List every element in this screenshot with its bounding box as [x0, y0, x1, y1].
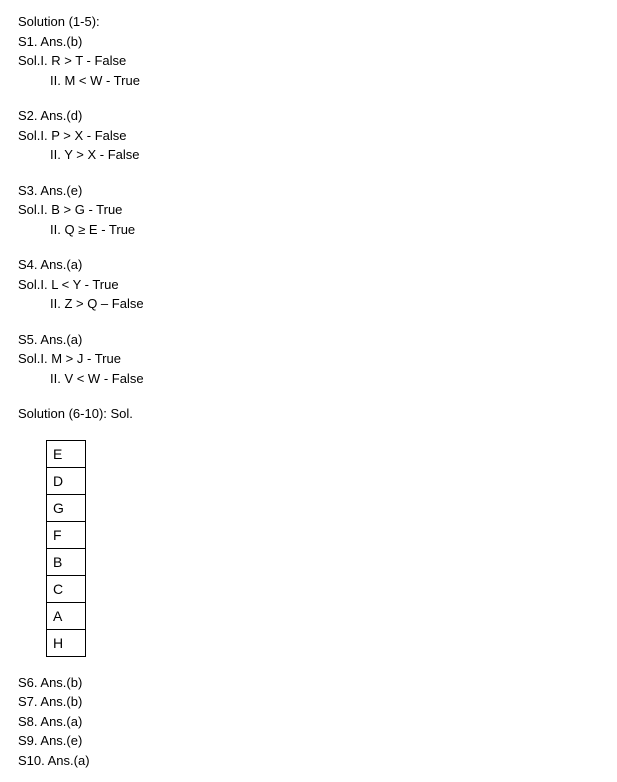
s2-sol-i: Sol.I. P > X - False — [18, 126, 599, 146]
s9-answer: S9. Ans.(e) — [18, 731, 599, 751]
letter-table: E D G F B C A H — [46, 440, 86, 657]
letter-cell: E — [47, 440, 86, 467]
s1-sol-ii: II. M < W - True — [18, 71, 599, 91]
letter-cell: H — [47, 629, 86, 656]
letter-cell: A — [47, 602, 86, 629]
solution-header-2: Solution (6-10): Sol. — [18, 404, 599, 424]
s10-answer: S10. Ans.(a) — [18, 751, 599, 771]
s7-answer: S7. Ans.(b) — [18, 692, 599, 712]
s5-answer: S5. Ans.(a) — [18, 330, 599, 350]
s4-sol-i: Sol.I. L < Y - True — [18, 275, 599, 295]
s2-sol-ii: II. Y > X - False — [18, 145, 599, 165]
s8-answer: S8. Ans.(a) — [18, 712, 599, 732]
s3-sol-ii: II. Q ≥ E - True — [18, 220, 599, 240]
s4-sol-ii: II. Z > Q – False — [18, 294, 599, 314]
solution-header-1: Solution (1-5): — [18, 12, 599, 32]
s5-sol-ii: II. V < W - False — [18, 369, 599, 389]
letter-cell: D — [47, 467, 86, 494]
letter-cell: F — [47, 521, 86, 548]
s1-answer: S1. Ans.(b) — [18, 32, 599, 52]
s1-sol-i: Sol.I. R > T - False — [18, 51, 599, 71]
s3-sol-i: Sol.I. B > G - True — [18, 200, 599, 220]
letter-cell: G — [47, 494, 86, 521]
s3-answer: S3. Ans.(e) — [18, 181, 599, 201]
letter-cell: B — [47, 548, 86, 575]
s4-answer: S4. Ans.(a) — [18, 255, 599, 275]
s2-answer: S2. Ans.(d) — [18, 106, 599, 126]
s5-sol-i: Sol.I. M > J - True — [18, 349, 599, 369]
letter-cell: C — [47, 575, 86, 602]
s6-answer: S6. Ans.(b) — [18, 673, 599, 693]
